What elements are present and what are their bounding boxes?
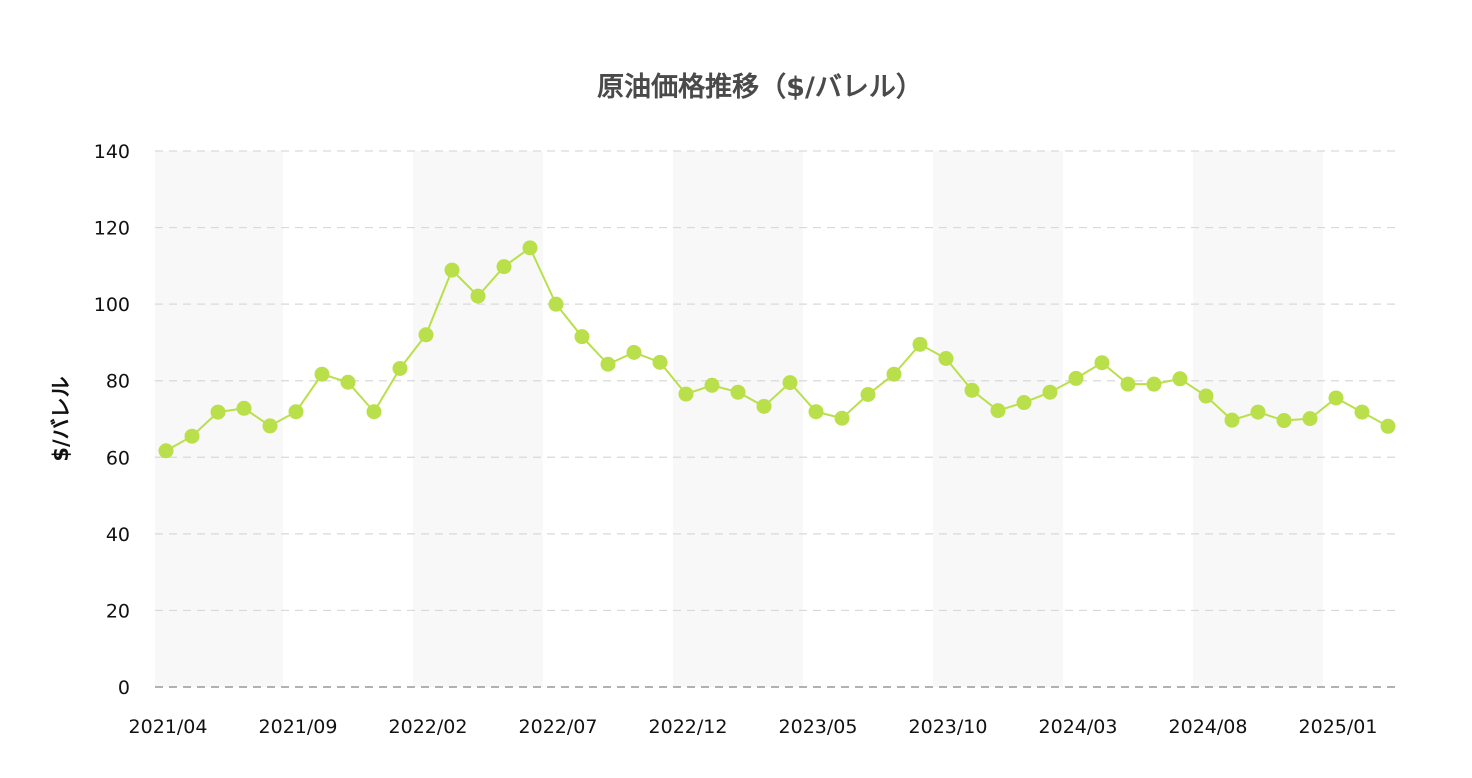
shaded-bands bbox=[155, 151, 1323, 687]
data-point[interactable] bbox=[938, 351, 954, 367]
data-point[interactable] bbox=[184, 428, 200, 444]
data-point[interactable] bbox=[574, 329, 590, 345]
data-point[interactable] bbox=[1380, 418, 1396, 434]
x-tick-label: 2024/03 bbox=[1039, 716, 1118, 738]
data-point[interactable] bbox=[808, 404, 824, 420]
x-tick-label: 2021/09 bbox=[259, 716, 338, 738]
data-point[interactable] bbox=[262, 418, 278, 434]
data-point[interactable] bbox=[704, 377, 720, 393]
data-point[interactable] bbox=[1328, 390, 1344, 406]
data-point[interactable] bbox=[652, 354, 668, 370]
data-point[interactable] bbox=[314, 366, 330, 382]
data-point[interactable] bbox=[1042, 384, 1058, 400]
data-point[interactable] bbox=[1068, 370, 1084, 386]
y-tick-label: 60 bbox=[106, 447, 130, 469]
data-point[interactable] bbox=[158, 443, 174, 459]
data-point[interactable] bbox=[496, 259, 512, 275]
x-tick-label: 2022/02 bbox=[389, 716, 468, 738]
y-tick-label: 0 bbox=[118, 677, 130, 699]
data-point[interactable] bbox=[964, 382, 980, 398]
data-point[interactable] bbox=[210, 404, 226, 420]
data-point[interactable] bbox=[1146, 376, 1162, 392]
data-point[interactable] bbox=[1302, 411, 1318, 427]
y-axis-label: $/バレル bbox=[49, 376, 73, 461]
data-point[interactable] bbox=[756, 398, 772, 414]
data-points bbox=[158, 240, 1396, 459]
data-point[interactable] bbox=[1250, 404, 1266, 420]
y-tick-label: 40 bbox=[106, 524, 130, 546]
data-point[interactable] bbox=[470, 288, 486, 304]
data-point[interactable] bbox=[782, 375, 798, 391]
data-point[interactable] bbox=[912, 336, 928, 352]
data-point[interactable] bbox=[522, 240, 538, 256]
x-tick-label: 2025/01 bbox=[1299, 716, 1378, 738]
shaded-band bbox=[933, 151, 1063, 687]
data-point[interactable] bbox=[1354, 404, 1370, 420]
data-point[interactable] bbox=[392, 360, 408, 376]
data-point[interactable] bbox=[834, 410, 850, 426]
y-tick-label: 20 bbox=[106, 600, 130, 622]
data-point[interactable] bbox=[886, 366, 902, 382]
data-point[interactable] bbox=[340, 374, 356, 390]
shaded-band bbox=[413, 151, 543, 687]
data-point[interactable] bbox=[1198, 388, 1214, 404]
data-point[interactable] bbox=[548, 296, 564, 312]
data-point[interactable] bbox=[860, 386, 876, 402]
x-tick-label: 2021/04 bbox=[129, 716, 208, 738]
x-tick-label: 2022/07 bbox=[519, 716, 598, 738]
x-tick-labels: 2021/04 2021/09 2022/02 2022/07 2022/12 2023/… bbox=[129, 716, 1378, 738]
data-point[interactable] bbox=[600, 356, 616, 372]
y-tick-label: 100 bbox=[94, 294, 130, 316]
data-point[interactable] bbox=[626, 344, 642, 360]
data-point[interactable] bbox=[236, 400, 252, 416]
data-point[interactable] bbox=[1224, 412, 1240, 428]
data-point[interactable] bbox=[1172, 371, 1188, 387]
x-tick-label: 2023/10 bbox=[909, 716, 988, 738]
x-tick-label: 2024/08 bbox=[1169, 716, 1248, 738]
data-point[interactable] bbox=[366, 404, 382, 420]
y-tick-label: 140 bbox=[94, 141, 130, 163]
data-point[interactable] bbox=[444, 262, 460, 278]
gridlines bbox=[155, 150, 1397, 688]
x-tick-label: 2022/12 bbox=[649, 716, 728, 738]
data-point[interactable] bbox=[990, 403, 1006, 419]
chart-title: 原油価格推移（$/バレル） bbox=[597, 72, 923, 103]
data-point[interactable] bbox=[730, 384, 746, 400]
y-tick-label: 120 bbox=[94, 218, 130, 240]
data-point[interactable] bbox=[288, 404, 304, 420]
data-point[interactable] bbox=[1276, 413, 1292, 429]
data-point[interactable] bbox=[1016, 395, 1032, 411]
x-tick-label: 2023/05 bbox=[779, 716, 858, 738]
data-point[interactable] bbox=[1094, 355, 1110, 371]
y-tick-labels: 0 20 40 60 80 100 120 140 bbox=[94, 141, 130, 699]
data-point[interactable] bbox=[418, 327, 434, 343]
data-point[interactable] bbox=[678, 386, 694, 402]
shaded-band bbox=[673, 151, 803, 687]
y-tick-label: 80 bbox=[106, 371, 130, 393]
data-point[interactable] bbox=[1120, 376, 1136, 392]
